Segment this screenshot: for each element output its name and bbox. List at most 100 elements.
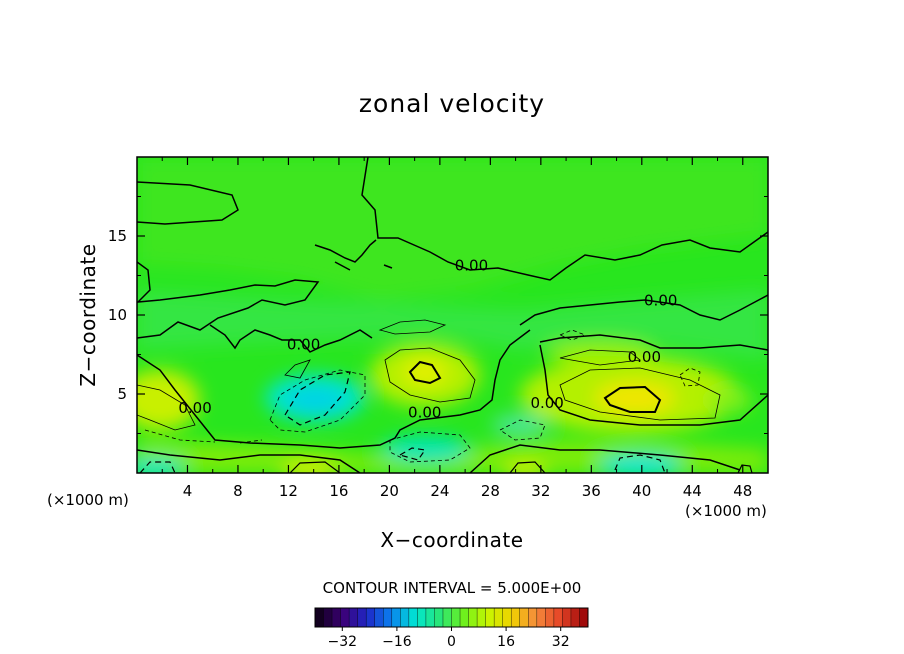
max-contour-bottom-right bbox=[737, 464, 753, 473]
y-axis-label: Z−coordinate bbox=[76, 243, 100, 386]
plot-area: 0.00 0.00 0.00 0.00 0.00 0.00 0.00 bbox=[137, 157, 768, 473]
contour-lines bbox=[137, 157, 768, 473]
chart-title: zonal velocity bbox=[359, 89, 545, 118]
neg-contour-left bbox=[284, 371, 351, 426]
contour-labels: 0.00 0.00 0.00 0.00 0.00 0.00 0.00 bbox=[178, 257, 677, 422]
neg-contour-left-outer bbox=[269, 369, 366, 433]
x-right-unit-label: (×1000 m) bbox=[685, 502, 767, 520]
x-tick-label: 28 bbox=[481, 482, 500, 500]
x-tick-label: 32 bbox=[531, 482, 550, 500]
colorbar-cell bbox=[553, 608, 563, 627]
colorbar-cell bbox=[349, 608, 358, 627]
contour-label: 0.00 bbox=[628, 348, 661, 366]
colorbar-cell bbox=[391, 608, 401, 627]
colorbar-cell bbox=[460, 608, 469, 627]
neg-contour-bottom-right bbox=[614, 454, 666, 473]
colorbar-cell bbox=[545, 608, 555, 627]
pos-contour-right bbox=[559, 367, 721, 421]
colorbar-cell bbox=[340, 608, 350, 627]
max-contour-bottom-left bbox=[289, 461, 341, 473]
pos-contour-small bbox=[284, 359, 311, 379]
zero-contour-lower-right bbox=[539, 344, 768, 426]
y-tick-label: 15 bbox=[108, 227, 127, 245]
colorbar-cell bbox=[383, 608, 393, 627]
colorbar-cell bbox=[477, 608, 486, 627]
x-axis-label: X−coordinate bbox=[380, 528, 523, 552]
pos-contour-left bbox=[137, 384, 196, 431]
contour-interval-text: CONTOUR INTERVAL = 5.000E+00 bbox=[323, 579, 582, 597]
neg-contour-bottom-center bbox=[398, 447, 427, 461]
colorbar-cell bbox=[562, 608, 572, 627]
colorbar-cell bbox=[528, 608, 538, 627]
colorbar-cell bbox=[579, 608, 589, 627]
x-axis-ticks: 4 8 12 16 20 24 28 32 36 40 44 48 bbox=[161, 157, 752, 500]
neg-contour-bottom-left bbox=[139, 461, 176, 473]
colorbar-cell bbox=[323, 608, 333, 627]
colorbar-cell bbox=[536, 608, 546, 627]
contour-label: 0.00 bbox=[178, 399, 211, 417]
x-tick-label: 12 bbox=[279, 482, 298, 500]
colorbar-tick-label: 32 bbox=[552, 634, 570, 650]
zero-contour-upper-left bbox=[137, 181, 239, 225]
x-tick-label: 36 bbox=[582, 482, 601, 500]
zero-contour-bottom-right bbox=[469, 444, 741, 473]
x-tick-label: 4 bbox=[183, 482, 193, 500]
colorbar-tick-label: −32 bbox=[328, 634, 358, 650]
max-contour-right bbox=[603, 385, 662, 413]
max-contour-center bbox=[408, 360, 442, 385]
neg-contour-bottom-center-outer bbox=[389, 431, 471, 463]
colorbar-cell bbox=[374, 608, 384, 627]
colorbar-tick-label: 0 bbox=[447, 634, 456, 650]
y-tick-label: 10 bbox=[108, 306, 127, 324]
colorbar-cell bbox=[400, 608, 410, 627]
y-tick-label: 5 bbox=[117, 385, 127, 403]
pos-contour-upper-center bbox=[378, 319, 447, 335]
y-axis-ticks: 5 10 15 bbox=[108, 196, 768, 434]
colorbar-cell bbox=[570, 608, 580, 627]
neg-contour-lower-left bbox=[144, 429, 263, 444]
x-tick-label: 40 bbox=[632, 482, 651, 500]
x-tick-label: 20 bbox=[380, 482, 399, 500]
pos-contour-center bbox=[384, 347, 476, 403]
colorbar-tick-label: −16 bbox=[382, 634, 412, 650]
contour-label: 0.00 bbox=[408, 404, 441, 422]
colorbar-cell bbox=[434, 608, 444, 627]
colorbar-cell bbox=[494, 608, 503, 627]
neg-contour-small-far-right bbox=[679, 367, 701, 387]
colorbar-cell bbox=[468, 608, 478, 627]
colorbar: −32 −16 0 16 32 bbox=[314, 607, 589, 650]
zero-contour-mid-right bbox=[519, 294, 768, 326]
x-tick-label: 24 bbox=[430, 482, 449, 500]
x-tick-label: 48 bbox=[733, 482, 752, 500]
zero-contour-upper bbox=[361, 157, 768, 281]
colorbar-cell bbox=[366, 608, 376, 627]
contour-label: 0.00 bbox=[644, 291, 677, 309]
colorbar-cell bbox=[425, 608, 435, 627]
x-tick-label: 8 bbox=[233, 482, 243, 500]
x-tick-label: 44 bbox=[683, 482, 702, 500]
colorbar-cell bbox=[315, 608, 324, 627]
zero-contour-mid bbox=[209, 324, 373, 353]
colorbar-cell bbox=[442, 608, 452, 627]
colorbar-tick-label: 16 bbox=[497, 634, 515, 650]
zero-contour-lower bbox=[137, 329, 531, 449]
contour-label: 0.00 bbox=[530, 394, 563, 412]
contour-label: 0.00 bbox=[455, 257, 488, 275]
colorbar-cell bbox=[485, 608, 495, 627]
pos-contour-right-upper bbox=[559, 349, 641, 366]
colorbar-cell bbox=[417, 608, 427, 627]
x-left-unit-label: (×1000 m) bbox=[47, 491, 129, 509]
colorbar-cell bbox=[408, 608, 418, 627]
colorbar-cell bbox=[511, 608, 521, 627]
zero-contour-mid-left bbox=[137, 261, 320, 339]
zero-contour-fragments bbox=[314, 239, 393, 271]
color-field bbox=[137, 157, 768, 473]
zero-contour-bottom bbox=[137, 449, 361, 473]
colorbar-cell bbox=[519, 608, 529, 627]
colorbar-cell bbox=[357, 608, 367, 627]
colorbar-cell bbox=[451, 608, 461, 627]
neg-contour-small-right bbox=[558, 329, 587, 341]
max-contour-bottom-mid bbox=[509, 461, 546, 473]
contour-label: 0.00 bbox=[287, 336, 320, 354]
